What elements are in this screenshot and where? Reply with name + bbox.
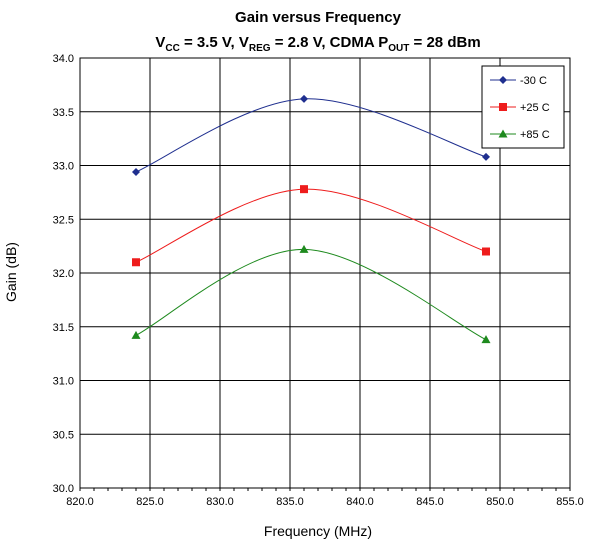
x-tick-label: 840.0 xyxy=(346,496,374,508)
subtitle-part: = 2.8 V, CDMA P xyxy=(271,34,389,51)
series-group xyxy=(132,95,490,176)
data-point xyxy=(300,185,308,193)
x-tick-label: 820.0 xyxy=(66,496,94,508)
data-point xyxy=(499,103,507,111)
data-point xyxy=(132,331,141,339)
legend-label: +25 C xyxy=(520,102,550,114)
data-point xyxy=(300,245,309,253)
y-tick-label: 30.5 xyxy=(53,429,74,441)
y-tick-label: 32.5 xyxy=(53,214,74,226)
series-group xyxy=(132,185,490,266)
y-tick-label: 34.0 xyxy=(53,53,74,65)
data-point xyxy=(482,248,490,256)
series-line xyxy=(136,189,486,262)
subtitle-part: CC xyxy=(165,43,179,54)
x-tick-label: 850.0 xyxy=(486,496,514,508)
x-tick-label: 825.0 xyxy=(136,496,164,508)
legend: -30 C +25 C +85 C xyxy=(482,66,564,148)
y-tick-label: 32.0 xyxy=(53,268,74,280)
series-line xyxy=(136,99,486,172)
subtitle-part: = 28 dBm xyxy=(409,34,480,51)
y-tick-label: 31.5 xyxy=(53,322,74,334)
data-point xyxy=(132,168,140,176)
x-tick-label: 835.0 xyxy=(276,496,304,508)
data-point xyxy=(132,258,140,266)
chart-title: Gain versus Frequency xyxy=(235,9,402,26)
x-tick-label: 830.0 xyxy=(206,496,234,508)
y-tick-label: 30.0 xyxy=(53,483,74,495)
chart-subtitle: VCC = 3.5 V, VREG = 2.8 V, CDMA POUT = 2… xyxy=(155,34,480,54)
x-axis-label: Frequency (MHz) xyxy=(264,523,372,539)
y-tick-label: 33.5 xyxy=(53,107,74,119)
subtitle-part: V xyxy=(155,34,165,51)
y-tick-label: 33.0 xyxy=(53,161,74,173)
subtitle-part: OUT xyxy=(388,43,409,54)
series-group xyxy=(132,245,491,343)
series-line xyxy=(136,249,486,339)
subtitle-part: = 3.5 V, V xyxy=(180,34,249,51)
data-point xyxy=(482,153,490,161)
legend-label: +85 C xyxy=(520,129,550,141)
y-tick-label: 31.0 xyxy=(53,376,74,388)
data-point xyxy=(300,95,308,103)
x-tick-label: 855.0 xyxy=(556,496,584,508)
subtitle-part: REG xyxy=(249,43,271,54)
data-point xyxy=(482,335,491,343)
x-tick-label: 845.0 xyxy=(416,496,444,508)
legend-label: -30 C xyxy=(520,75,547,87)
y-axis-label: Gain (dB) xyxy=(3,242,19,302)
